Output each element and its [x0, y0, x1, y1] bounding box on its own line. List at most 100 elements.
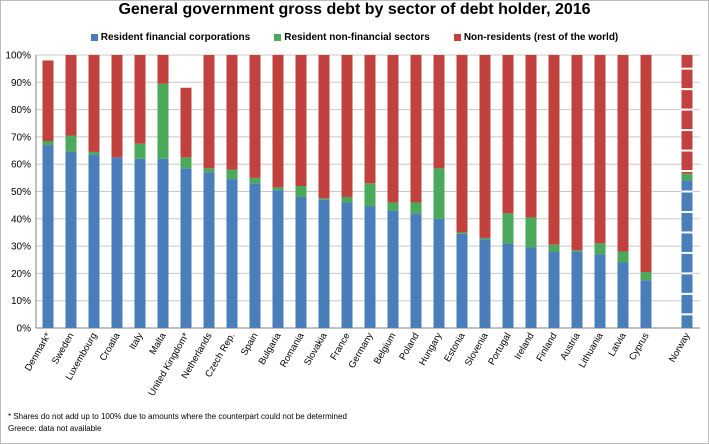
- chart-notes: * Shares do not add up to 100% due to am…: [8, 411, 347, 435]
- bar-segment-resident-financial: [318, 199, 330, 328]
- bar-segment-non-residents: [42, 60, 54, 141]
- legend-label-non-residents: Non-residents (rest of the world): [463, 31, 619, 43]
- bar-segment-non-residents: [594, 55, 606, 244]
- bar-segment-resident-non-financial: [410, 202, 422, 214]
- bar-segment-resident-non-financial: [456, 232, 468, 234]
- bar-segment-resident-non-financial: [387, 202, 399, 211]
- bar-segment-non-residents: [640, 55, 652, 273]
- x-tick-label: Croatia: [98, 330, 123, 363]
- bar-segment-non-residents: [318, 55, 330, 199]
- bar-segment-non-residents: [502, 55, 514, 214]
- legend-swatch-resident-non-financial: [274, 33, 282, 41]
- bar-segment-resident-financial: [65, 151, 77, 328]
- bar-segment-non-residents: [226, 55, 238, 170]
- y-tick-label: 10%: [11, 296, 31, 307]
- x-tick-label: Finland: [534, 331, 559, 363]
- legend-item-resident-financial: Resident financial corporations: [90, 30, 251, 44]
- bar-segment-resident-non-financial: [42, 140, 54, 146]
- bar-segment-resident-non-financial: [571, 250, 583, 252]
- bar-segment-non-residents: [571, 55, 583, 251]
- bar-segment-non-residents: [65, 55, 77, 136]
- bar-segment-resident-financial: [433, 218, 445, 328]
- bar-segment-resident-non-financial: [203, 168, 215, 173]
- x-tick-label: Spain: [239, 331, 261, 358]
- bar-segment-resident-non-financial: [341, 196, 353, 203]
- x-tick-label: Poland: [397, 331, 421, 362]
- bar-segment-resident-non-financial: [548, 244, 560, 252]
- y-tick-label: 60%: [11, 160, 31, 171]
- bar-segment-non-residents: [548, 55, 560, 245]
- chart-title: General government gross debt by sector …: [118, 1, 591, 18]
- legend-swatch-resident-financial: [90, 33, 98, 41]
- bar-segment-non-residents: [157, 55, 169, 84]
- y-tick-label: 100%: [5, 51, 31, 62]
- x-tick-label: France: [328, 331, 352, 362]
- bar-segment-resident-financial: [502, 243, 514, 328]
- bar-segment-resident-non-financial: [364, 183, 376, 207]
- legend-label-resident-non-financial: Resident non-financial sectors: [284, 31, 430, 43]
- bar-segment-non-residents: [203, 55, 215, 169]
- bar-segment-resident-financial: [111, 157, 123, 328]
- legend-item-non-residents: Non-residents (rest of the world): [453, 30, 619, 44]
- bar-segment-resident-non-financial: [433, 168, 445, 219]
- bar-segment-non-residents: [410, 55, 422, 203]
- bar-segment-resident-non-financial: [525, 217, 537, 248]
- x-tick-label: Denmark*: [23, 331, 54, 373]
- legend-label-resident-financial: Resident financial corporations: [100, 31, 251, 43]
- y-tick-label: 80%: [11, 105, 31, 116]
- x-tick-label: Norway: [667, 331, 693, 365]
- bar-segment-non-residents: [180, 87, 192, 158]
- bar-segment-resident-non-financial: [617, 251, 629, 263]
- bar-segment-resident-financial: [617, 262, 629, 328]
- bar-segment-resident-non-financial: [180, 157, 192, 169]
- chart-legend: Resident financial corporations Resident…: [0, 30, 709, 44]
- bar-segment-resident-non-financial: [249, 177, 261, 184]
- bar-segment-non-residents: [134, 55, 146, 144]
- y-tick-label: 90%: [11, 78, 31, 89]
- bar-segment-resident-non-financial: [502, 213, 514, 244]
- x-tick-label: Malta: [147, 330, 168, 356]
- x-tick-label: Cyprus: [627, 331, 652, 363]
- bar-segment-non-residents: [341, 55, 353, 197]
- bar-segment-resident-financial: [479, 239, 491, 328]
- bar-segment-resident-financial: [341, 202, 353, 328]
- bar-segment-resident-non-financial: [640, 272, 652, 281]
- bar-segment-resident-non-financial: [479, 237, 491, 240]
- note-greece: Greece: data not available: [8, 424, 102, 433]
- bar-segment-resident-financial: [42, 145, 54, 328]
- x-tick-label: Slovakia: [302, 330, 330, 367]
- bar-segment-resident-non-financial: [226, 169, 238, 180]
- stacked-bar-chart: 0% 10% 20% 30% 40% 50% 60% 70% 80% 90% 100% Denmark…: [5, 51, 700, 398]
- bar-segment-resident-financial: [249, 183, 261, 328]
- bar-segment-resident-financial: [387, 210, 399, 328]
- bar-segment-resident-non-financial: [295, 186, 307, 197]
- bar-segment-resident-non-financial: [88, 151, 100, 155]
- bar-segment-resident-financial: [88, 154, 100, 328]
- bar-segment-resident-financial: [640, 280, 652, 328]
- y-tick-label: 20%: [11, 269, 31, 280]
- bar-segment-non-residents: [525, 55, 537, 218]
- bar-segment-non-residents: [295, 55, 307, 187]
- bar-segment-resident-financial: [681, 180, 693, 328]
- bar-segment-resident-financial: [410, 213, 422, 328]
- bar-segment-resident-financial: [364, 206, 376, 328]
- bar-segment-non-residents: [681, 55, 693, 174]
- bar-segment-resident-financial: [226, 179, 238, 328]
- x-tick-label: Austria: [558, 330, 583, 362]
- bar-segment-non-residents: [433, 55, 445, 169]
- bar-segment-non-residents: [387, 55, 399, 203]
- bar-segment-resident-non-financial: [681, 173, 693, 181]
- y-tick-label: 50%: [11, 187, 31, 198]
- bar-segment-non-residents: [617, 55, 629, 252]
- y-tick-label: 70%: [11, 132, 31, 143]
- bar-segment-non-residents: [456, 55, 468, 233]
- x-tick-label: Italy: [127, 331, 145, 352]
- legend-item-resident-non-financial: Resident non-financial sectors: [274, 30, 430, 44]
- bar-segment-resident-financial: [157, 158, 169, 328]
- y-tick-label: 0%: [17, 324, 32, 335]
- bar-segment-resident-non-financial: [594, 243, 606, 255]
- bar-segment-resident-non-financial: [65, 135, 77, 152]
- bar-segment-resident-financial: [134, 158, 146, 328]
- x-tick-label: Latvia: [606, 330, 629, 358]
- x-tick-label: Ireland: [513, 331, 537, 362]
